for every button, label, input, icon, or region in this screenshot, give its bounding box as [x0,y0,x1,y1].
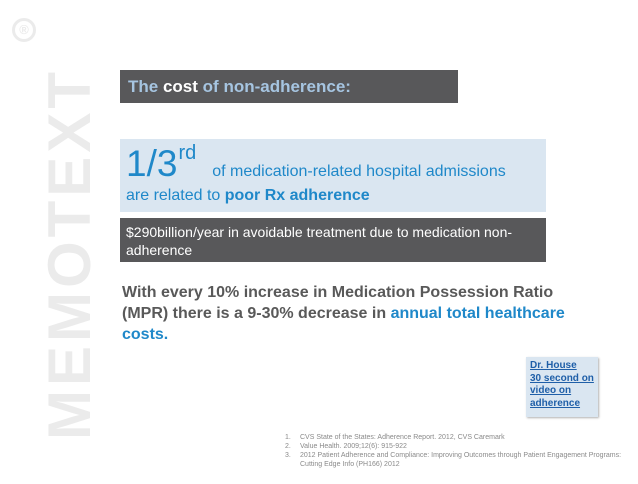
reference-text: Value Health. 2009;12(6): 915-922 [300,443,407,450]
stat-superscript: rd [178,142,197,164]
reference-number: 1. [285,434,291,441]
title-prefix: The [128,77,159,96]
mpr-text: With every 10% increase in Medication Po… [122,284,554,322]
video-link-line-4: adherence [530,397,581,409]
stat-line-1: 1/3rd of medication-related hospital admi… [126,142,506,185]
one-third-stat-box: 1/3rd of medication-related hospital admi… [120,139,546,212]
reference-item: 2. Value Health. 2009;12(6): 915-922 [285,442,625,451]
slide-title: The cost of non-adherence: [120,70,458,103]
reference-number: 3. [285,452,291,459]
mpr-accent: annual total healthcare costs. [122,305,565,343]
reference-text: CVS State of the States: Adherence Repor… [300,434,505,441]
reference-text: 2012 Patient Adherence and Compliance: I… [300,452,622,468]
video-link-line-2: 30 second on [530,372,594,384]
stat-fraction: 1/3 [126,143,178,184]
references-list: 1. CVS State of the States: Adherence Rep… [285,433,625,469]
mpr-statement: With every 10% increase in Medication Po… [122,282,582,345]
reference-number: 2. [285,443,291,450]
reference-item: 3. 2012 Patient Adherence and Compliance:… [285,451,625,469]
video-link-line-1: Dr. House [530,360,577,371]
dr-house-video-link[interactable]: Dr. House 30 second on video on adherenc… [526,357,598,417]
reference-item: 1. CVS State of the States: Adherence Rep… [285,433,625,442]
stat-line2-bold: poor Rx adherence [224,187,370,204]
memotext-watermark: MEMOTEXT [36,68,103,440]
registered-mark: ® [12,18,36,42]
video-link-line-3: video on [530,385,572,396]
stat-line1-text: of medication-related hospital admission… [212,163,506,180]
avoidable-cost-box: $290billion/year in avoidable treatment … [120,218,546,262]
title-strong: cost [162,77,198,96]
stat-line-2: are related to poor Rx adherence [126,187,370,205]
title-suffix: of non-adherence: [202,77,351,96]
stat-line2-prefix: are related to [126,187,221,204]
